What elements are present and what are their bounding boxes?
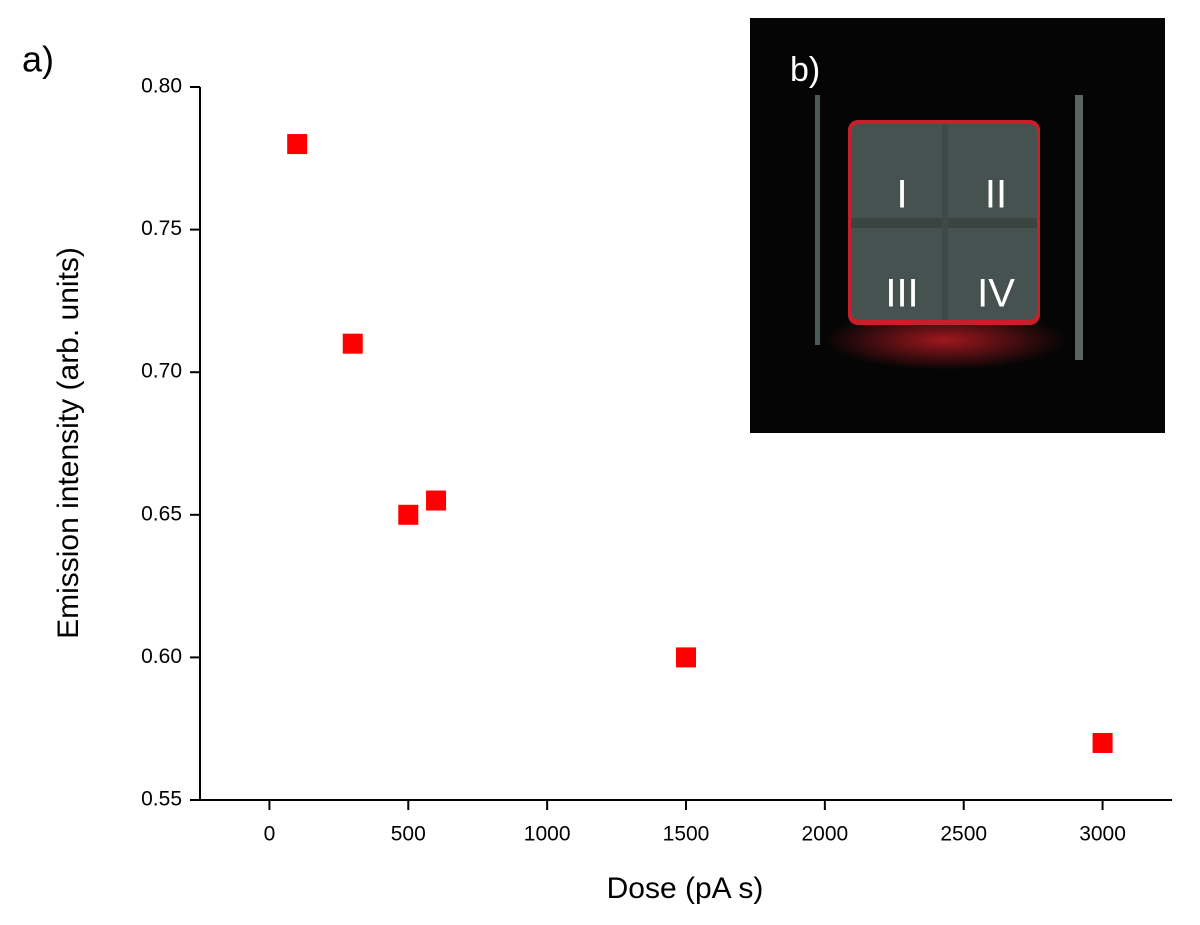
x-tick-label: 3000 bbox=[1079, 823, 1126, 846]
inset-label: b) bbox=[790, 51, 820, 89]
y-axis-label: Emission intensity (arb. units) bbox=[52, 247, 85, 639]
point bbox=[342, 333, 363, 354]
panel-label: a) bbox=[22, 39, 54, 80]
y-tick-label: 0.70 bbox=[141, 360, 182, 383]
x-tick-label: 500 bbox=[391, 823, 426, 846]
inset-edge bbox=[815, 95, 820, 345]
x-tick-label: 1500 bbox=[663, 823, 710, 846]
region-label: I bbox=[896, 173, 907, 217]
region-label: III bbox=[885, 272, 918, 316]
y-tick-label: 0.65 bbox=[141, 502, 182, 525]
x-tick-label: 2000 bbox=[801, 823, 848, 846]
x-axis-label: Dose (pA s) bbox=[607, 872, 764, 905]
inset-edge bbox=[1075, 95, 1083, 360]
y-tick-label: 0.80 bbox=[141, 75, 182, 98]
inset-divider bbox=[942, 124, 948, 320]
region-label: IV bbox=[977, 272, 1015, 316]
y-tick-label: 0.60 bbox=[141, 645, 182, 668]
x-tick-label: 0 bbox=[264, 823, 276, 846]
point bbox=[426, 490, 447, 511]
region-label: II bbox=[985, 173, 1007, 217]
x-tick-label: 2500 bbox=[940, 823, 987, 846]
point bbox=[1092, 732, 1113, 753]
point bbox=[676, 647, 696, 668]
point bbox=[287, 134, 308, 155]
inset-image: b) I II III IV bbox=[750, 18, 1165, 433]
x-tick-label: 1000 bbox=[524, 823, 571, 846]
point bbox=[398, 504, 419, 525]
y-tick-label: 0.55 bbox=[141, 788, 182, 811]
y-tick-label: 0.75 bbox=[141, 217, 182, 240]
